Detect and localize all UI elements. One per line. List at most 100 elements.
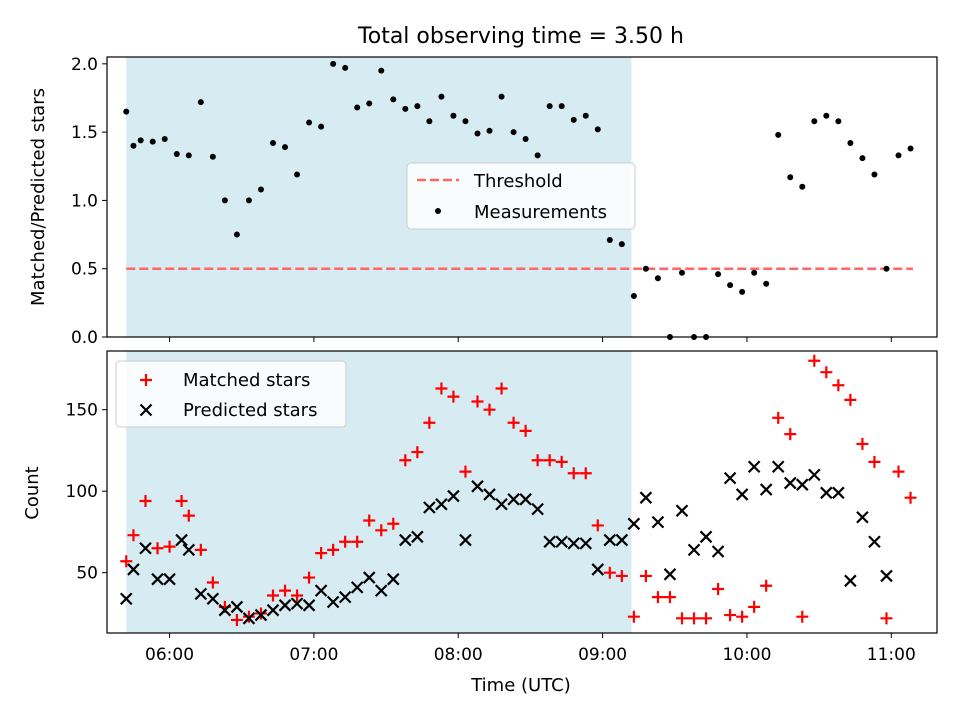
matched-star-point	[880, 612, 893, 625]
matched-star-point	[387, 517, 400, 530]
measurement-point	[366, 100, 373, 107]
predicted-star-point	[471, 480, 484, 493]
measurement-point	[306, 119, 313, 126]
predicted-star-point	[687, 543, 701, 557]
matched-star-point	[784, 428, 797, 441]
matched-star-point	[254, 607, 267, 620]
matched-star-point	[447, 390, 460, 403]
predicted-star-point	[639, 491, 653, 504]
predicted-star-point	[218, 603, 232, 617]
measurement-point	[534, 152, 541, 159]
legend: Matched stars Predicted stars	[115, 360, 347, 428]
y-tick-label: 1.0	[71, 191, 98, 211]
measurement-point	[221, 197, 228, 204]
predicted-star-point	[362, 571, 376, 584]
measurement-point	[883, 265, 890, 272]
measurement-point	[330, 60, 337, 67]
matched-star-point	[856, 437, 869, 450]
predicted-star-point	[423, 501, 436, 514]
predicted-star-point	[206, 592, 220, 606]
legend-predicted-swatch	[139, 403, 153, 417]
matched-star-point	[567, 467, 580, 480]
measurement-point	[799, 183, 806, 190]
predicted-star-point	[266, 603, 280, 617]
predicted-star-point	[151, 572, 164, 586]
matched-star-point	[772, 411, 785, 424]
measurement-point	[318, 123, 325, 130]
measurement-point	[895, 152, 902, 159]
predicted-star-point	[771, 460, 785, 474]
predicted-star-point	[254, 608, 268, 622]
predicted-star-point	[495, 497, 508, 511]
measurement-point	[546, 103, 553, 110]
measurement-point	[173, 150, 180, 157]
measurement-point	[678, 269, 685, 276]
measurement-point	[354, 104, 361, 111]
measurement-point	[582, 112, 589, 119]
matched-star-point	[543, 454, 556, 467]
matched-star-point	[808, 354, 821, 367]
predicted-star-point	[543, 535, 556, 548]
measurement-point	[715, 271, 722, 278]
measurement-point	[594, 126, 601, 133]
predicted-star-point	[387, 572, 400, 586]
measurement-point	[197, 99, 204, 106]
measurement-point	[498, 93, 505, 100]
predicted-star-point	[182, 543, 196, 557]
predicted-star-point	[747, 460, 761, 474]
predicted-star-point	[663, 568, 677, 581]
predicted-star-point	[615, 533, 629, 547]
bottom-panel: 06:00 07:00 08:00 09:00 10:00 11:00 50 100 150 Ma…	[66, 350, 938, 665]
measurement-point	[390, 96, 397, 103]
measurement-point	[450, 112, 457, 119]
predicted-star-point	[820, 486, 833, 500]
axes-frame	[106, 56, 938, 338]
measurement-point	[811, 118, 818, 125]
matched-star-point	[151, 542, 164, 555]
predicted-star-point	[447, 489, 460, 503]
matched-star-point	[639, 569, 652, 582]
predicted-star-point	[591, 563, 605, 576]
matched-star-point	[182, 509, 195, 522]
matched-star-point	[700, 612, 713, 625]
predicted-star-point	[290, 597, 304, 610]
measurement-point	[823, 112, 830, 119]
y-tick-label: 0.5	[71, 260, 98, 280]
matched-star-point	[194, 543, 207, 556]
predicted-star-point	[735, 488, 749, 501]
measurement-point	[570, 116, 577, 123]
matched-star-point	[230, 613, 243, 626]
measurement-point	[522, 135, 529, 142]
matched-star-point	[760, 579, 773, 592]
measurement-point	[123, 108, 130, 115]
legend-box	[406, 162, 636, 230]
matched-star-point	[688, 612, 701, 625]
predicted-star-point	[880, 569, 893, 583]
legend-measurement-label: Measurements	[474, 202, 607, 223]
legend: Threshold Measurements	[406, 162, 636, 230]
matched-star-point	[844, 393, 857, 406]
measurement-point	[185, 152, 192, 159]
predicted-star-point	[127, 563, 140, 576]
measurement-point	[642, 265, 649, 272]
matched-star-point	[483, 403, 496, 416]
matched-star-point	[904, 491, 917, 504]
matched-star-point	[279, 584, 292, 597]
matched-star-point	[242, 610, 255, 623]
measurement-point	[907, 145, 914, 152]
measurement-point	[763, 280, 770, 287]
matched-star-point	[127, 529, 140, 542]
predicted-star-point	[314, 584, 328, 597]
y-tick-label: 2.0	[71, 55, 98, 75]
predicted-star-point	[139, 541, 152, 555]
matched-star-point	[507, 416, 520, 429]
measurement-point	[438, 93, 445, 100]
measurement-point	[727, 282, 734, 289]
legend-matched-label: Matched stars	[183, 370, 310, 391]
y-tick-label: 150	[66, 401, 98, 421]
matched-star-point	[675, 612, 688, 625]
top-y-axis-label: Matched/Predicted stars	[28, 88, 49, 306]
measurement-point	[233, 231, 240, 238]
measurement-point	[775, 131, 782, 138]
predicted-star-point	[338, 590, 352, 604]
